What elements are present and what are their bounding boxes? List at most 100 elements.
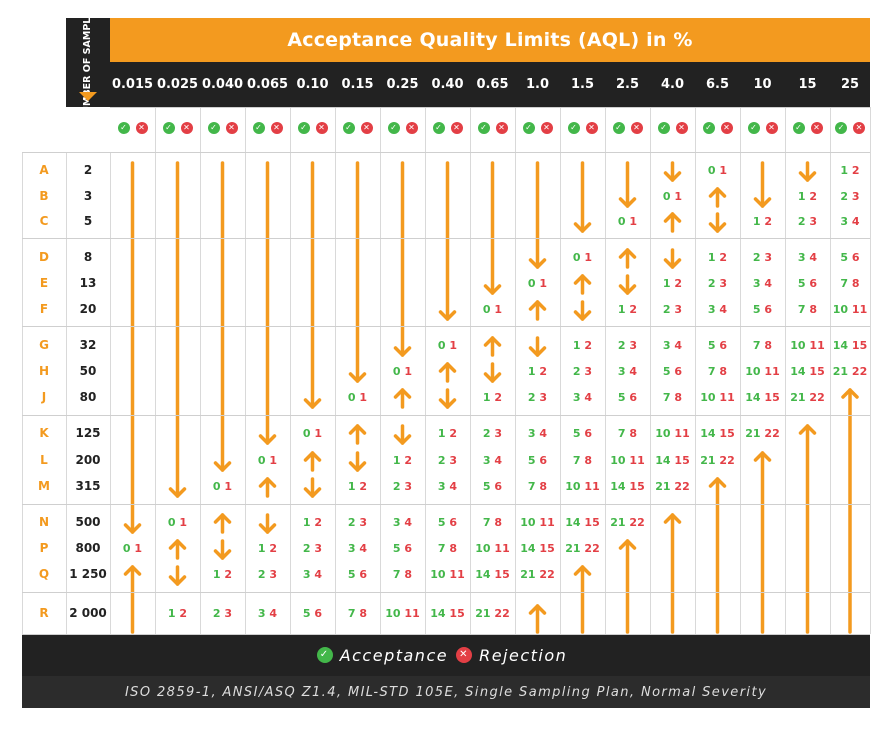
ac-re-pair: 3 4 [573, 391, 592, 404]
ac-re-pair: 1 2 [663, 277, 682, 290]
arrow-down-icon [528, 336, 547, 357]
acceptance-number: 2 [840, 190, 849, 203]
arrow-up-icon [618, 539, 637, 634]
sample-size: 50 [79, 364, 97, 378]
acceptance-number: 21 [610, 516, 626, 529]
rejection-number: 4 [764, 277, 773, 290]
code-letter: Q [38, 567, 50, 581]
sample-size: 13 [79, 276, 97, 290]
rejection-number: 15 [449, 607, 465, 620]
check-circle-icon: ✓ [657, 122, 670, 134]
acceptance-number: 7 [617, 427, 626, 440]
x-circle-icon: ✕ [675, 122, 688, 134]
acceptance-number: 5 [527, 454, 536, 467]
ac-re-pair: 2 3 [618, 339, 637, 352]
acceptance-number: 1 [167, 607, 176, 620]
ac-re-pair: 2 3 [840, 190, 859, 203]
aql-column-header: 1.0 [525, 77, 550, 92]
grid-line [785, 107, 786, 634]
rejection-number: 11 [494, 542, 510, 555]
ac-re-pair: 21 22 [700, 454, 734, 467]
arrow-down-icon [348, 161, 367, 383]
acceptance-number: 7 [482, 516, 491, 529]
acceptance-number: 7 [797, 303, 806, 316]
arrow-up-icon [708, 477, 727, 634]
acceptance-number: 14 [430, 607, 446, 620]
ac-re-pair: 5 6 [753, 303, 772, 316]
check-circle-icon: ✓ [162, 122, 175, 134]
check-circle-icon: ✓ [432, 122, 445, 134]
ac-re-pair: 0 1 [708, 164, 727, 177]
code-letter: R [39, 606, 49, 620]
rejection-number: 6 [314, 607, 323, 620]
rejection-number: 6 [584, 427, 593, 440]
rejection-number: 11 [629, 454, 645, 467]
rejection-number: 22 [764, 427, 780, 440]
rejection-number: 15 [629, 480, 645, 493]
ac-re-pair: 2 3 [393, 480, 412, 493]
arrow-up-icon [663, 513, 682, 634]
acceptance-number: 0 [122, 542, 131, 555]
ac-re-pair: 7 8 [618, 427, 637, 440]
acceptance-number: 5 [797, 277, 806, 290]
code-letter: G [39, 338, 49, 352]
x-circle-icon: ✕ [853, 122, 865, 134]
rejection-number: 2 [674, 277, 683, 290]
rejection-number: 2 [809, 190, 818, 203]
rejection-number: 22 [584, 542, 600, 555]
rejection-number: 8 [584, 454, 593, 467]
acceptance-number: 3 [482, 454, 491, 467]
acceptance-number: 5 [707, 339, 716, 352]
rejection-number: 6 [539, 454, 548, 467]
acceptance-number: 5 [572, 427, 581, 440]
code-letter: B [39, 189, 49, 203]
acceptance-number: 7 [840, 277, 849, 290]
aql-column-header: 0.10 [296, 77, 329, 92]
aql-column-header: 0.025 [156, 77, 199, 92]
check-circle-icon: ✓ [567, 122, 580, 134]
ac-re-pair: 7 8 [753, 339, 772, 352]
check-circle-icon: ✓ [117, 122, 130, 134]
ac-re-pair: 10 11 [700, 391, 734, 404]
ac-re-pair: 0 1 [168, 516, 187, 529]
acceptance-number: 10 [655, 427, 671, 440]
acceptance-number: 14 [565, 516, 581, 529]
arrow-down-icon [573, 300, 592, 321]
ac-re-pair: 3 4 [753, 277, 772, 290]
grid-line [425, 107, 426, 634]
acceptance-number: 0 [437, 339, 446, 352]
check-circle-icon: ✓ [792, 122, 805, 134]
code-letter: J [41, 390, 47, 404]
arrow-down-icon [168, 565, 187, 586]
ac-re-pair: 3 4 [303, 568, 322, 581]
acceptance-number: 21 [520, 568, 536, 581]
arrow-down-icon [303, 477, 322, 498]
acceptance-number: 5 [840, 251, 849, 264]
aql-column-header: 0.065 [246, 77, 289, 92]
ac-re-pair: 2 3 [348, 516, 367, 529]
grid-line [830, 107, 831, 634]
ac-re-pair: 7 8 [840, 277, 859, 290]
ac-re-pair: 5 6 [573, 427, 592, 440]
ac-re-pair: 2 3 [483, 427, 502, 440]
acceptance-number: 0 [392, 365, 401, 378]
grid-line [245, 107, 246, 634]
grid-line [515, 107, 516, 634]
arrow-down-icon [258, 161, 277, 445]
rejection-number: 6 [494, 480, 503, 493]
check-circle-icon: ✓ [387, 122, 400, 134]
rejection-number: 3 [404, 480, 413, 493]
acceptance-number: 21 [700, 454, 716, 467]
rejection-number: 22 [494, 607, 510, 620]
ac-re-pair: 10 11 [655, 427, 689, 440]
acceptance-number: 5 [392, 542, 401, 555]
ac-re-pair: 3 4 [348, 542, 367, 555]
acceptance-number: 3 [752, 277, 761, 290]
ac-re-pair: 0 1 [663, 190, 682, 203]
ac-re-pair: 0 1 [573, 251, 592, 264]
rejection-number: 1 [629, 215, 638, 228]
grid-line [22, 504, 870, 505]
acceptance-number: 0 [662, 190, 671, 203]
acceptance-number: 10 [790, 339, 806, 352]
arrow-up-icon [841, 388, 859, 634]
